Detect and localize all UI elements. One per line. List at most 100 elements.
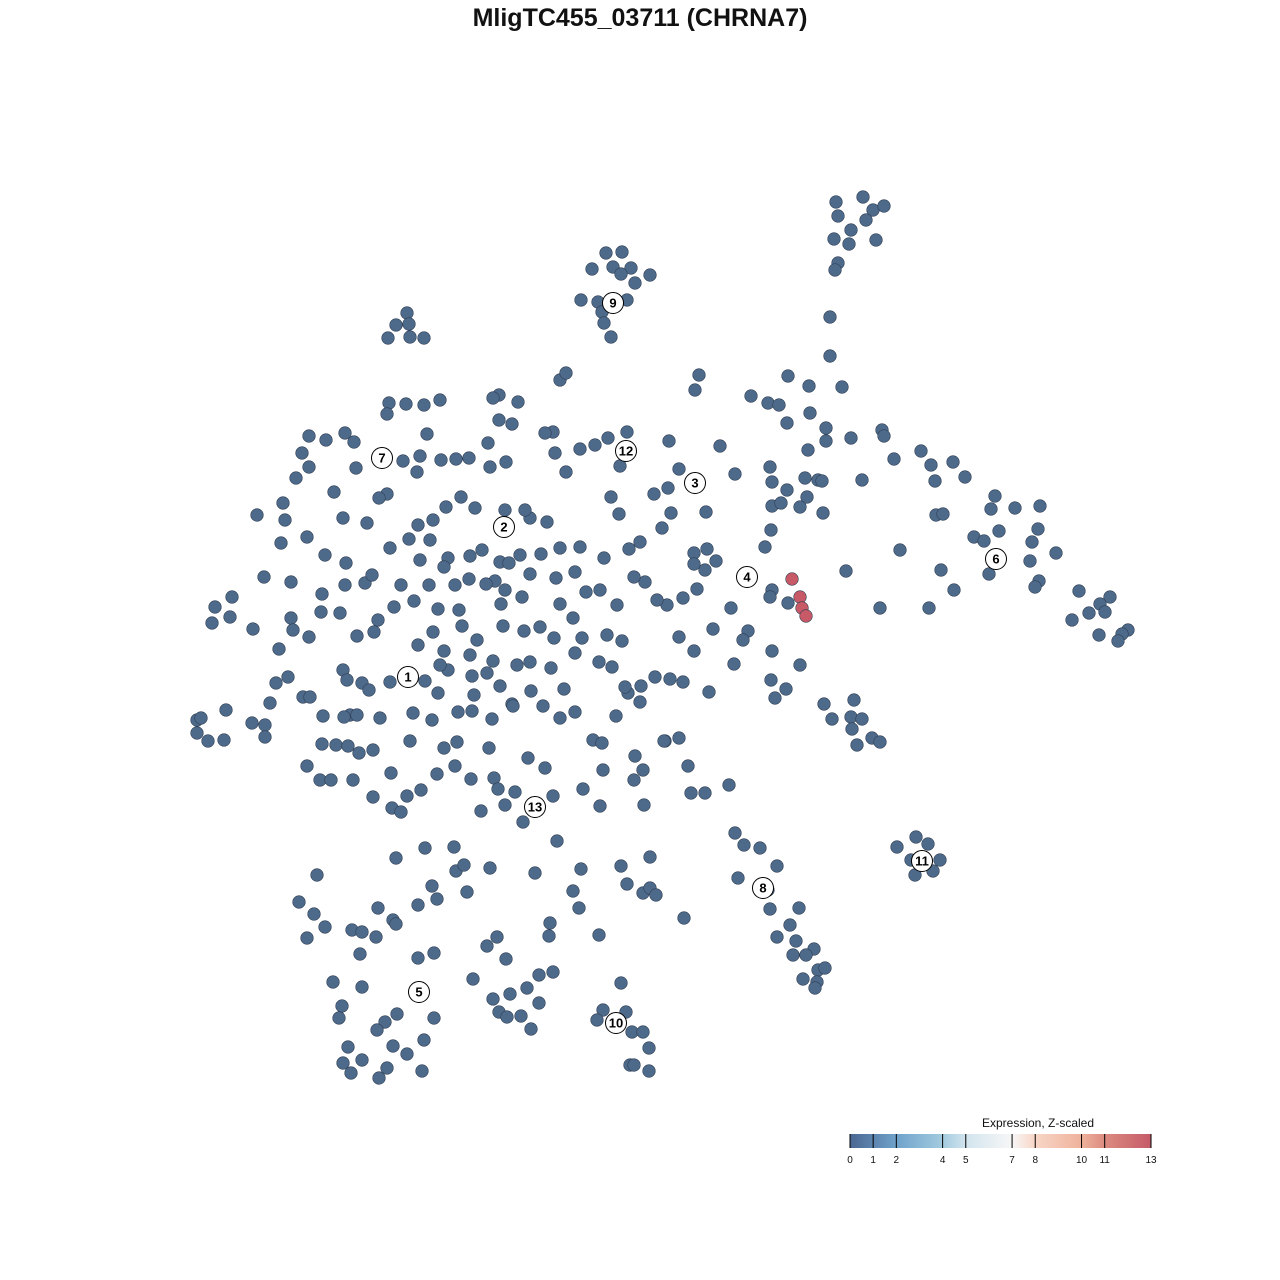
data-point — [568, 646, 582, 660]
data-point — [737, 838, 751, 852]
data-point — [341, 1040, 355, 1054]
data-point — [492, 413, 506, 427]
data-point — [506, 699, 520, 713]
data-point — [1065, 613, 1079, 627]
chart-title: MligTC455_03711 (CHRNA7) — [472, 4, 808, 32]
data-point — [909, 830, 923, 844]
data-point — [523, 567, 537, 581]
data-point — [573, 442, 587, 456]
data-point — [300, 759, 314, 773]
data-point — [246, 622, 260, 636]
data-point — [367, 625, 381, 639]
data-point — [638, 575, 652, 589]
data-point — [624, 261, 638, 275]
data-point — [596, 1003, 610, 1017]
data-point — [672, 731, 686, 745]
data-point — [454, 490, 468, 504]
data-point — [372, 1071, 386, 1085]
data-point — [410, 465, 424, 479]
data-point — [768, 691, 782, 705]
data-point — [600, 628, 614, 642]
data-point — [642, 1064, 656, 1078]
data-point — [648, 670, 662, 684]
data-point — [728, 826, 742, 840]
data-point — [462, 572, 476, 586]
data-point — [380, 407, 394, 421]
data-point — [460, 885, 474, 899]
data-point — [869, 233, 883, 247]
data-point — [420, 427, 434, 441]
data-point — [780, 416, 794, 430]
data-point — [1092, 628, 1106, 642]
data-point — [687, 644, 701, 658]
data-point — [274, 536, 288, 550]
data-point — [553, 711, 567, 725]
data-point — [467, 688, 481, 702]
data-point — [481, 436, 495, 450]
data-point — [802, 379, 816, 393]
data-point — [336, 1056, 350, 1070]
data-point — [559, 465, 573, 479]
data-point — [761, 396, 775, 410]
data-point — [406, 706, 420, 720]
cluster-label-circle — [524, 796, 546, 818]
data-point — [643, 850, 657, 864]
data-point — [828, 263, 842, 277]
data-point — [281, 670, 295, 684]
data-point — [532, 968, 546, 982]
data-point — [698, 786, 712, 800]
data-point — [518, 503, 532, 517]
data-point — [744, 389, 758, 403]
data-point — [400, 1047, 414, 1061]
data-point — [201, 734, 215, 748]
data-point — [690, 582, 704, 596]
data-point — [498, 583, 512, 597]
data-point — [620, 425, 634, 439]
data-point — [763, 590, 777, 604]
data-point — [316, 709, 330, 723]
data-point — [772, 398, 786, 412]
data-point — [765, 644, 779, 658]
data-point — [698, 563, 712, 577]
data-point — [372, 491, 386, 505]
data-point — [825, 712, 839, 726]
data-point — [190, 726, 204, 740]
data-point — [355, 925, 369, 939]
data-point — [620, 877, 634, 891]
data-point — [604, 330, 618, 344]
data-point — [855, 712, 869, 726]
data-point — [793, 590, 807, 604]
data-point — [615, 634, 629, 648]
data-point — [642, 1041, 656, 1055]
data-point — [1028, 580, 1042, 594]
cluster-label-circle — [911, 850, 933, 872]
data-point — [335, 999, 349, 1013]
data-point — [415, 1064, 429, 1078]
data-point — [595, 736, 609, 750]
data-point — [448, 759, 462, 773]
data-point — [890, 840, 904, 854]
data-point — [346, 773, 360, 787]
data-point — [827, 232, 841, 246]
data-point — [514, 1009, 528, 1023]
data-point — [574, 862, 588, 876]
data-point — [355, 1053, 369, 1067]
cluster-label-circle — [371, 447, 393, 469]
data-point — [433, 658, 447, 672]
data-point — [793, 500, 807, 514]
data-point — [615, 245, 629, 259]
data-point — [448, 578, 462, 592]
data-point — [426, 625, 440, 639]
data-point — [403, 330, 417, 344]
cluster-label-7: 7 — [371, 447, 393, 469]
cluster-label-1: 1 — [397, 666, 419, 688]
data-point — [677, 911, 691, 925]
data-point — [400, 306, 414, 320]
data-point — [366, 743, 380, 757]
data-point — [1082, 606, 1096, 620]
data-point — [295, 446, 309, 460]
data-point — [389, 318, 403, 332]
data-point — [341, 739, 355, 753]
cluster-label-circle — [752, 877, 774, 899]
data-point — [946, 455, 960, 469]
